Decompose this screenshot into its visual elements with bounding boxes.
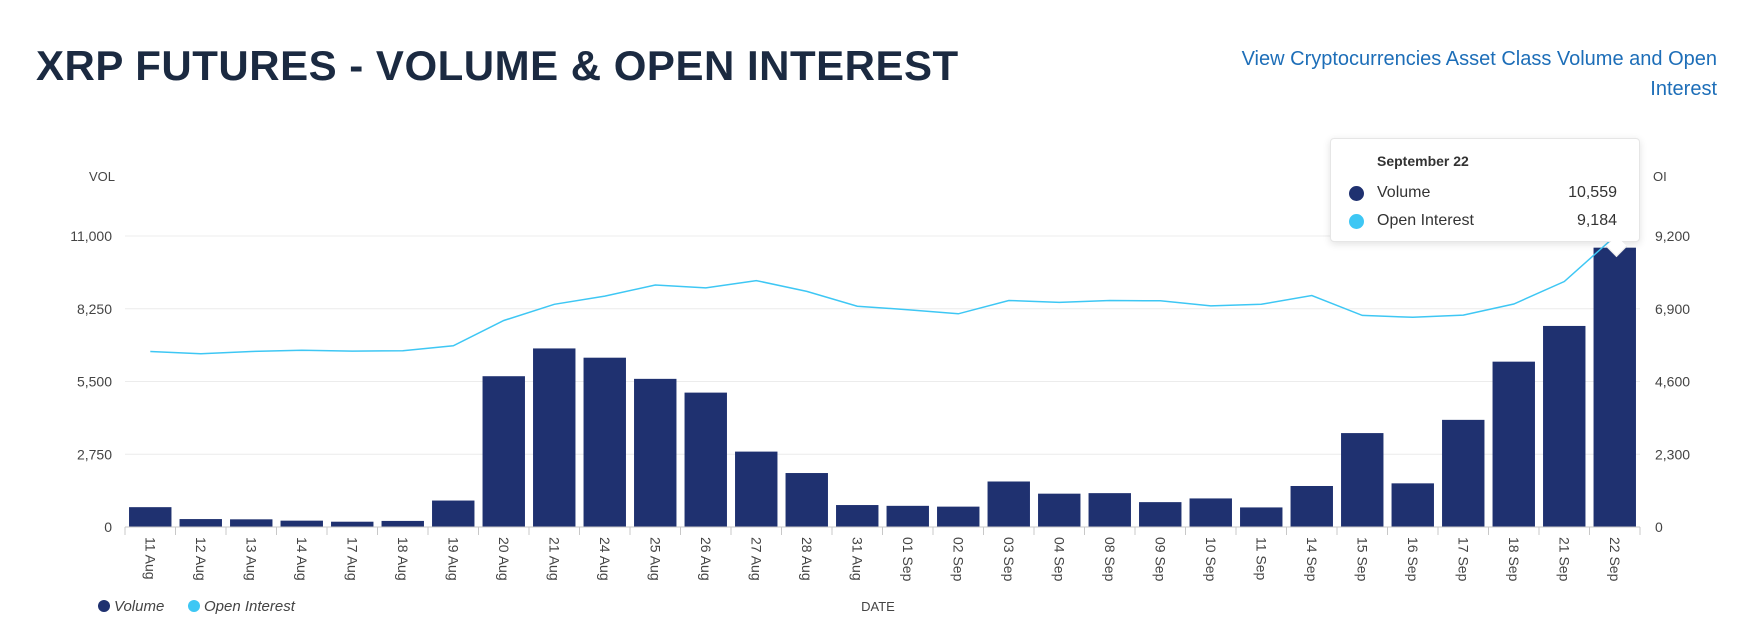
bar-04-sep [1038, 493, 1081, 527]
x-tick-label: 25 Aug [647, 537, 663, 581]
tooltip-value: 9,184 [1576, 212, 1617, 229]
bar-10-sep [1189, 498, 1232, 527]
x-tick-label: 20 Aug [496, 537, 512, 581]
bar-18-sep [1492, 361, 1535, 527]
asset-class-volume-link[interactable]: View Cryptocurrencies Asset Class Volume… [1241, 48, 1717, 100]
open-interest-legend-dot-icon[interactable] [188, 600, 200, 612]
y-left-tick-label: 2,750 [77, 446, 112, 462]
y-left-tick-label: 5,500 [77, 374, 112, 390]
bar-21-aug [533, 348, 576, 527]
bar-18-aug [381, 520, 424, 527]
y-left-tick-label: 11,000 [70, 228, 112, 244]
bar-11-aug [129, 507, 172, 527]
bar-11-sep [1240, 507, 1283, 527]
bar-14-aug [280, 520, 323, 527]
y-right-tick-label: 4,600 [1655, 374, 1690, 390]
bar-01-sep [886, 505, 929, 527]
bar-17-aug [331, 521, 374, 527]
chart-tooltip: September 22 Volume 10,559 Open Interest… [1330, 138, 1640, 258]
volume-legend-dot-icon[interactable] [98, 600, 110, 612]
bar-20-aug [482, 376, 525, 527]
x-tick-label: 02 Sep [950, 537, 966, 582]
bar-26-aug [684, 392, 727, 527]
bar-16-sep [1391, 483, 1434, 527]
x-tick-label: 16 Sep [1405, 537, 1421, 582]
bar-28-aug [785, 473, 828, 527]
x-axis-title: DATE [861, 599, 895, 614]
x-tick-label: 18 Aug [395, 537, 411, 581]
bar-13-aug [230, 519, 273, 527]
bar-08-sep [1088, 493, 1131, 527]
bar-27-aug [735, 451, 778, 527]
tooltip-value: 10,559 [1568, 184, 1617, 201]
x-tick-label: 01 Sep [900, 537, 916, 582]
y-left-tick-label: 8,250 [77, 301, 112, 317]
x-tick-label: 08 Sep [1102, 537, 1118, 582]
tooltip-row-open-interest: Open Interest 9,184 [1349, 211, 1617, 233]
bar-22-sep [1593, 247, 1636, 528]
x-tick-label: 24 Aug [597, 537, 613, 581]
open-interest-dot-icon [1349, 214, 1364, 229]
x-tick-label: 18 Sep [1506, 537, 1522, 582]
legend-label[interactable]: Volume [114, 598, 164, 615]
bar-25-aug [634, 378, 677, 527]
bar-03-sep [987, 481, 1030, 527]
x-tick-label: 04 Sep [1051, 537, 1067, 582]
x-tick-label: 31 Aug [849, 537, 865, 581]
bar-21-sep [1543, 325, 1586, 527]
tooltip-date: September 22 [1377, 153, 1469, 169]
page-title: XRP FUTURES - VOLUME & OPEN INTEREST [36, 42, 959, 89]
bar-31-aug [836, 505, 879, 527]
x-tick-label: 10 Sep [1203, 537, 1219, 582]
bar-17-sep [1442, 419, 1485, 527]
x-tick-label: 27 Aug [748, 537, 764, 581]
bar-15-sep [1341, 433, 1384, 527]
x-tick-label: 26 Aug [698, 537, 714, 581]
x-tick-label: 17 Aug [344, 537, 360, 581]
bar-24-aug [583, 357, 626, 527]
volume-dot-icon [1349, 186, 1364, 201]
x-tick-label: 17 Sep [1455, 537, 1471, 582]
bar-19-aug [432, 500, 475, 527]
bar-09-sep [1139, 502, 1182, 527]
x-tick-label: 12 Aug [193, 537, 209, 581]
x-tick-label: 28 Aug [799, 537, 815, 581]
y-right-tick-label: 9,200 [1655, 228, 1690, 244]
x-tick-label: 13 Aug [243, 537, 259, 581]
y-right-axis-title: OI [1653, 169, 1667, 184]
y-left-axis-title: VOL [89, 169, 115, 184]
bar-12-aug [179, 519, 222, 527]
x-tick-label: 14 Sep [1304, 537, 1320, 582]
legend-label[interactable]: Open Interest [204, 598, 296, 615]
x-tick-label: 22 Sep [1607, 537, 1623, 582]
x-tick-label: 15 Sep [1354, 537, 1370, 582]
y-right-tick-label: 6,900 [1655, 301, 1690, 317]
y-right-tick-label: 0 [1655, 519, 1663, 535]
x-tick-label: 19 Aug [445, 537, 461, 581]
y-left-tick-label: 0 [104, 519, 112, 535]
x-tick-label: 03 Sep [1001, 537, 1017, 582]
bar-14-sep [1290, 485, 1333, 527]
x-tick-label: 11 Aug [142, 537, 158, 580]
x-tick-label: 21 Sep [1556, 537, 1572, 582]
x-tick-label: 11 Sep [1253, 537, 1269, 581]
bar-02-sep [937, 506, 980, 527]
tooltip-row-volume: Volume 10,559 [1349, 183, 1617, 205]
y-right-tick-label: 2,300 [1655, 446, 1690, 462]
tooltip-label: Volume [1377, 184, 1431, 201]
tooltip-label: Open Interest [1377, 212, 1474, 229]
x-tick-label: 14 Aug [294, 537, 310, 581]
x-tick-label: 21 Aug [546, 537, 562, 581]
open-interest-line [150, 235, 1616, 355]
x-tick-label: 09 Sep [1152, 537, 1168, 582]
